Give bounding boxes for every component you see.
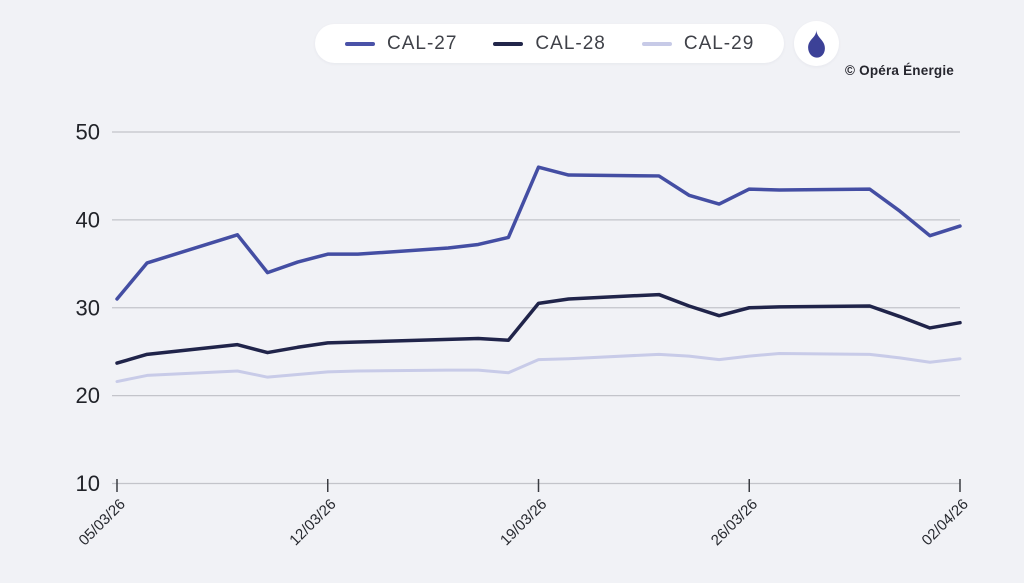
legend-label-cal-27: CAL-27	[387, 32, 458, 54]
y-tick-label-40: 40	[76, 207, 100, 232]
cal-27-line-swatch	[345, 41, 375, 46]
flame-icon-badge	[794, 21, 840, 66]
legend-label-cal-28: CAL-28	[535, 32, 606, 54]
series-line-cal-29	[115, 351, 962, 384]
y-tick-label-30: 30	[76, 295, 100, 320]
series-line-cal-27	[115, 165, 962, 301]
x-tick-label-19/03/26: 19/03/26	[497, 496, 550, 549]
x-tick-label-05/03/26: 05/03/26	[76, 496, 129, 549]
legend-item-cal-27[interactable]: CAL-27	[345, 33, 457, 55]
y-tick-label-10: 10	[76, 471, 100, 496]
legend-item-cal-29[interactable]: CAL-29	[641, 32, 755, 55]
legend-label-cal-29: CAL-29	[683, 32, 755, 54]
legend-row: CAL-27 CAL-28 CAL-29	[315, 21, 840, 66]
cal-28-line-swatch	[493, 41, 524, 46]
x-tick-label-26/03/26: 26/03/26	[708, 496, 761, 549]
copyright-credit: © Opéra Énergie	[845, 63, 954, 78]
flame-icon	[807, 29, 825, 58]
x-tick-label-12/03/26: 12/03/26	[286, 496, 339, 549]
x-tick-label-02/04/26: 02/04/26	[919, 496, 972, 549]
chart-legend: CAL-27 CAL-28 CAL-29	[315, 24, 785, 63]
cal-29-line-swatch	[641, 41, 672, 46]
y-tick-label-20: 20	[76, 383, 100, 408]
legend-item-cal-28[interactable]: CAL-28	[493, 33, 605, 55]
series-line-cal-28	[115, 292, 962, 365]
y-tick-label-50: 50	[76, 120, 100, 145]
